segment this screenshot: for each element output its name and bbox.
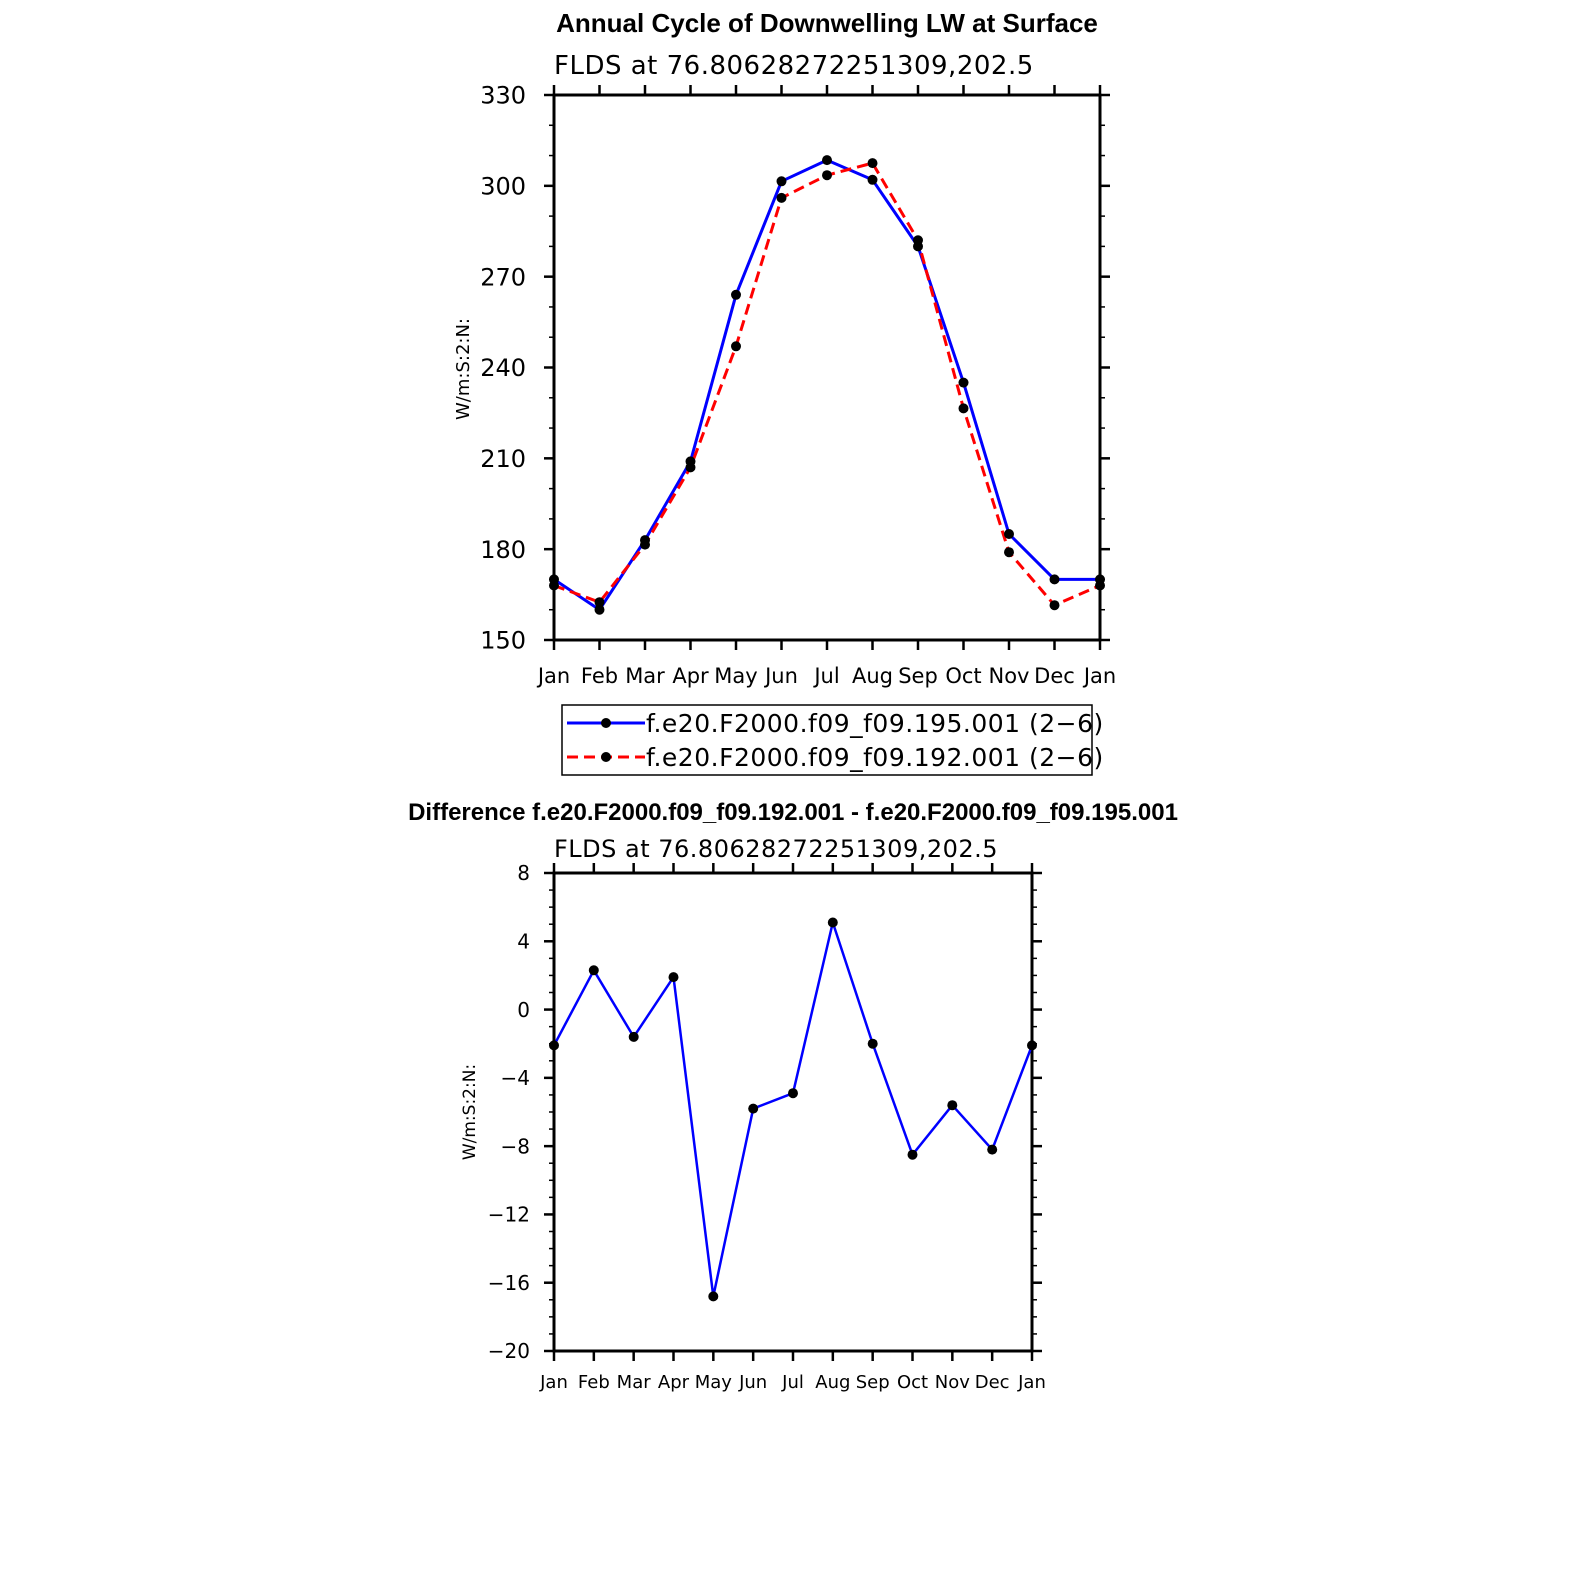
x-tick-label: Sep [856, 1372, 890, 1393]
y-tick-label: 0 [517, 998, 530, 1022]
y-tick-label: 4 [517, 929, 530, 953]
chart-subtitle: FLDS at 76.80628272251309,202.5 [554, 835, 998, 863]
series-1-point [1004, 547, 1014, 558]
y-tick-label: 270 [480, 263, 526, 291]
series-0-point [549, 1040, 559, 1051]
y-tick-label: 210 [480, 445, 526, 473]
x-tick-label: Nov [989, 664, 1030, 688]
series-1-point [731, 341, 741, 352]
x-tick-label: Apr [672, 664, 709, 688]
series-0-point [907, 1149, 918, 1160]
x-tick-label: Jan [1082, 664, 1116, 688]
x-tick-label: Aug [815, 1372, 850, 1393]
x-tick-label: Mar [617, 1372, 652, 1393]
legend-label-192: f.e20.F2000.f09_f09.192.001 (2−6) [646, 743, 1104, 772]
series-1-point [685, 462, 696, 473]
x-tick-label: Oct [897, 1372, 928, 1393]
series-0-point [867, 174, 878, 185]
legend-marker-192 [601, 752, 611, 762]
series-0-point [987, 1144, 998, 1155]
series-0-point [594, 604, 605, 615]
series-0-point [1004, 529, 1014, 539]
y-axis-label: W/m:S:2:N: [453, 318, 474, 420]
plot-frame [552, 871, 1034, 1353]
x-tick-label: Sep [898, 664, 938, 688]
y-tick-label: −16 [488, 1271, 530, 1295]
series-1-point [867, 158, 878, 169]
series-0-point [776, 176, 787, 187]
series-0-point [958, 377, 969, 388]
y-tick-label: −20 [488, 1339, 530, 1363]
x-tick-label: May [714, 664, 757, 688]
x-tick-label: Jan [1017, 1372, 1046, 1393]
x-tick-label: Mar [625, 664, 665, 688]
y-tick-label: −8 [501, 1134, 530, 1158]
series-1-point [822, 170, 832, 181]
y-tick-label: 8 [517, 861, 530, 885]
series-0-point [827, 917, 838, 928]
chart-title: Difference f.e20.F2000.f09_f09.192.001 -… [408, 799, 1178, 826]
x-tick-label: Feb [578, 1372, 610, 1393]
x-tick-label: May [695, 1372, 733, 1393]
x-tick-label: Nov [935, 1372, 970, 1393]
y-tick-label: 240 [480, 354, 526, 382]
series-0-point [748, 1103, 759, 1114]
x-tick-label: Apr [658, 1372, 690, 1393]
series-0-point [1027, 1040, 1037, 1051]
series-0-point [628, 1031, 639, 1042]
y-tick-label: −4 [501, 1066, 530, 1090]
series-1-point [1049, 600, 1060, 611]
series-0-point [708, 1291, 719, 1302]
x-tick-label: Dec [975, 1372, 1010, 1393]
annual-cycle-chart: Annual Cycle of Downwelling LW at Surfac… [453, 8, 1116, 688]
series-1-point [594, 597, 605, 608]
series-0-point [668, 972, 679, 983]
series-0-point [788, 1088, 798, 1099]
x-tick-label: Oct [945, 664, 981, 688]
series-1-point [549, 580, 559, 591]
x-tick-label: Jun [738, 1372, 767, 1393]
y-tick-label: 300 [480, 172, 526, 200]
legend: f.e20.F2000.f09_f09.195.001 (2−6) f.e20.… [561, 704, 1104, 776]
series-1-point [640, 539, 650, 550]
y-tick-label: 330 [480, 82, 526, 110]
chart-subtitle: FLDS at 76.80628272251309,202.5 [554, 51, 1034, 81]
x-tick-label: Jan [539, 1372, 568, 1393]
series-1-point [958, 403, 969, 414]
series-line-1 [553, 161, 1101, 607]
x-tick-label: Aug [852, 664, 893, 688]
x-tick-label: Jul [812, 664, 839, 688]
legend-label-195: f.e20.F2000.f09_f09.195.001 (2−6) [646, 709, 1104, 738]
plot-area: −20 −16 −12 −8 −4 0 4 8 Jan Feb Mar Apr May Jun Jul Aug… [488, 861, 1046, 1393]
series-0-point [867, 1038, 878, 1049]
y-tick-label: 180 [480, 536, 526, 564]
x-tick-label: Jun [763, 664, 798, 688]
series-1-point [1095, 580, 1105, 591]
plot-area: 150 180 210 240 270 300 330 Jan Feb Mar Apr May Jun J… [480, 82, 1116, 688]
series-line-0 [552, 921, 1034, 1298]
y-tick-label: 150 [480, 627, 526, 655]
legend-marker-195 [601, 718, 611, 728]
x-tick-label: Dec [1034, 664, 1075, 688]
series-0-point [947, 1100, 958, 1111]
series-0-point [1049, 574, 1060, 585]
difference-chart: Difference f.e20.F2000.f09_f09.192.001 -… [408, 799, 1178, 1393]
series-line-0 [553, 158, 1100, 612]
series-0-point [731, 289, 741, 300]
series-0-point [588, 965, 599, 976]
y-tick-label: −12 [488, 1203, 530, 1227]
x-tick-label: Jan [536, 664, 570, 688]
y-axis-label: W/m:S:2:N: [460, 1064, 480, 1160]
legend-box [561, 704, 1093, 776]
x-tick-label: Feb [581, 664, 618, 688]
series-0-point [822, 155, 832, 166]
x-tick-label: Jul [781, 1372, 804, 1393]
chart-title: Annual Cycle of Downwelling LW at Surfac… [556, 8, 1098, 38]
series-1-point [776, 192, 787, 203]
series-1-point [913, 235, 923, 246]
